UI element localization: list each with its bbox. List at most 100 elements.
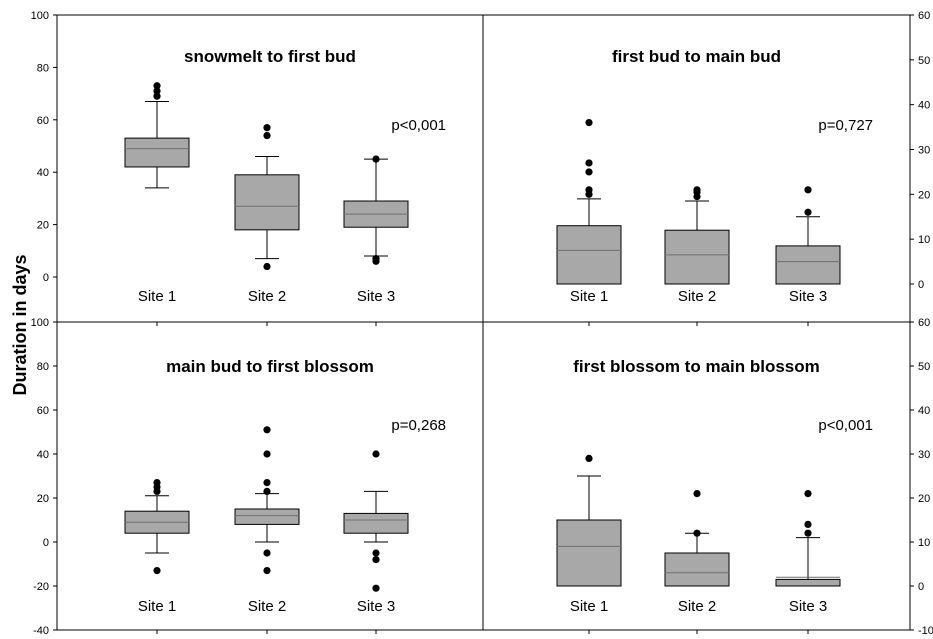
box-body (343, 512, 409, 534)
box-body (556, 225, 622, 285)
outlier-point (263, 124, 271, 132)
outlier-point (693, 490, 701, 498)
box-site-3: Site 3 (775, 490, 841, 615)
y-tick-label: 60 (37, 115, 49, 127)
box-site-2: Site 2 (664, 186, 730, 305)
y-tick-label: 10 (918, 537, 930, 549)
y-tick-label: 0 (43, 272, 49, 284)
p-value: p=0,268 (391, 417, 446, 434)
y-tick-label: 0 (43, 537, 49, 549)
outlier-point (153, 87, 161, 95)
y-tick-label: 80 (37, 361, 49, 373)
outlier-point (693, 529, 701, 537)
box-body (664, 229, 730, 285)
panel-title: first blossom to main blossom (573, 357, 820, 376)
p-value: p<0,001 (391, 117, 446, 134)
box-body (775, 245, 841, 285)
outlier-point (804, 208, 812, 216)
category-label: Site 1 (138, 598, 176, 615)
y-tick-label: 60 (918, 317, 930, 329)
box-site-1: Site 1 (124, 82, 190, 305)
y-tick-label: 30 (918, 449, 930, 461)
outlier-point (693, 186, 701, 194)
y-tick-label: 20 (37, 220, 49, 232)
category-label: Site 2 (248, 288, 286, 305)
box-site-1: Site 1 (556, 454, 622, 615)
y-tick-label: 40 (918, 100, 930, 112)
box-site-2: Site 2 (664, 490, 730, 615)
category-label: Site 1 (570, 598, 608, 615)
y-tick-label: 10 (918, 234, 930, 246)
box-site-2: Site 2 (234, 426, 300, 615)
y-tick-label: 20 (918, 493, 930, 505)
outlier-point (804, 520, 812, 529)
p-value: p<0,001 (818, 417, 873, 434)
panel-4: -10 0 10 20 30 40 50 60 first blossom to main bl… (556, 317, 933, 637)
outlier-point (153, 567, 161, 575)
y-tick-label: 30 (918, 145, 930, 157)
outlier-point (372, 556, 380, 564)
panel-3: -40 -20 0 20 40 60 80 100 main bud to first blos… (31, 317, 446, 637)
box-body (556, 519, 622, 587)
y-tick-label: 60 (37, 405, 49, 417)
box-site-1: Site 1 (124, 479, 190, 615)
y-tick-label: 0 (918, 581, 924, 593)
y-tick-label: 20 (37, 493, 49, 505)
outlier-point (804, 186, 812, 194)
panel-2: 0 10 20 30 40 50 60 first bud to main bud p=0,72… (556, 10, 930, 326)
category-label: Site 1 (138, 288, 176, 305)
y-tick-label: -20 (33, 581, 49, 593)
y-tick-label: 80 (37, 62, 49, 74)
outlier-point (585, 168, 593, 176)
box-body (664, 552, 730, 587)
category-label: Site 1 (570, 288, 608, 305)
outlier-point (263, 487, 271, 495)
category-label: Site 2 (678, 598, 716, 615)
y-tick-label: 50 (918, 55, 930, 67)
outlier-point (372, 549, 380, 557)
category-label: Site 3 (357, 598, 395, 615)
y-tick-label: 60 (918, 10, 930, 22)
outlier-point (585, 159, 593, 167)
y-tick-label: 40 (37, 167, 49, 179)
outlier-point (585, 119, 593, 127)
category-label: Site 3 (357, 288, 395, 305)
box-body (124, 137, 190, 168)
y-tick-label: -10 (918, 625, 933, 637)
outlier-point (153, 92, 161, 100)
panel-1: 0 20 40 60 80 100 snowmelt to first bud p<0,001… (31, 10, 446, 326)
outlier-point (263, 479, 271, 487)
y-tick-label: 50 (918, 361, 930, 373)
y-axis-label: Duration in days (10, 254, 30, 395)
outlier-point (804, 490, 812, 498)
outlier-point (263, 549, 271, 557)
y-tick-label: 40 (37, 449, 49, 461)
box-body (775, 578, 841, 587)
y-tick-label: 40 (918, 405, 930, 417)
outlier-point (372, 255, 380, 263)
box-body (234, 174, 300, 231)
box-site-3: Site 3 (343, 155, 409, 305)
outlier-point (263, 426, 271, 434)
y-tick-label: -40 (33, 625, 49, 637)
box-site-3: Site 3 (343, 450, 409, 615)
outlier-point (153, 82, 161, 90)
box-site-1: Site 1 (556, 119, 622, 305)
box-site-3: Site 3 (775, 186, 841, 305)
box-site-2: Site 2 (234, 124, 300, 305)
outlier-point (153, 479, 161, 487)
category-label: Site 3 (789, 288, 827, 305)
y-tick-label: 0 (918, 279, 924, 291)
panel-title: snowmelt to first bud (184, 47, 356, 66)
outlier-point (804, 529, 812, 537)
category-label: Site 3 (789, 598, 827, 615)
outlier-point (585, 454, 593, 462)
outlier-point (372, 450, 380, 458)
box-body (234, 508, 300, 525)
outlier-point (263, 131, 271, 140)
category-label: Site 2 (678, 288, 716, 305)
panel-title: main bud to first blossom (166, 357, 374, 376)
p-value: p=0,727 (818, 117, 873, 134)
